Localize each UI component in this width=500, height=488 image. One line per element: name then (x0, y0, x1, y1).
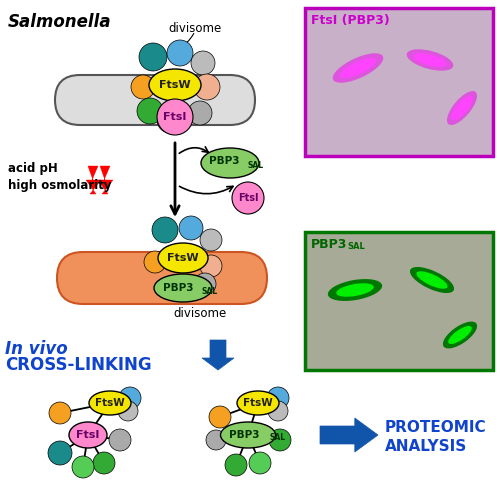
Text: PBP3: PBP3 (311, 238, 348, 251)
Circle shape (188, 101, 212, 125)
Text: SAL: SAL (247, 161, 263, 169)
Circle shape (93, 452, 115, 474)
Polygon shape (86, 166, 101, 194)
Text: FtsW: FtsW (159, 80, 191, 90)
Circle shape (49, 402, 71, 424)
Circle shape (72, 456, 94, 478)
Ellipse shape (237, 391, 279, 415)
Circle shape (267, 387, 289, 409)
Circle shape (109, 429, 131, 451)
Circle shape (179, 216, 203, 240)
Circle shape (249, 452, 271, 474)
Text: acid pH
high osmolarity: acid pH high osmolarity (8, 162, 112, 192)
Text: PBP3: PBP3 (229, 430, 259, 440)
Text: PBP3: PBP3 (163, 283, 193, 293)
Text: FtsI: FtsI (76, 430, 100, 440)
Circle shape (194, 273, 216, 295)
Ellipse shape (410, 267, 454, 293)
Bar (305, 232, 493, 370)
Text: FtsW: FtsW (243, 398, 273, 408)
Ellipse shape (414, 53, 446, 67)
Text: FtsI: FtsI (164, 112, 186, 122)
Circle shape (152, 217, 178, 243)
Polygon shape (202, 340, 234, 370)
Text: CROSS-LINKING: CROSS-LINKING (5, 356, 152, 374)
Ellipse shape (443, 322, 477, 348)
Circle shape (191, 51, 215, 75)
Circle shape (167, 40, 193, 66)
Circle shape (131, 75, 155, 99)
Circle shape (163, 276, 187, 300)
Circle shape (269, 429, 291, 451)
Ellipse shape (448, 326, 472, 344)
Text: PBP3: PBP3 (209, 156, 240, 166)
Circle shape (209, 406, 231, 428)
Ellipse shape (452, 96, 472, 120)
Circle shape (225, 454, 247, 476)
Ellipse shape (69, 422, 107, 448)
Circle shape (48, 441, 72, 465)
FancyBboxPatch shape (57, 252, 267, 304)
Text: FtsW: FtsW (95, 398, 125, 408)
Circle shape (137, 98, 163, 124)
Polygon shape (98, 166, 113, 194)
Circle shape (232, 182, 264, 214)
Text: FtsW: FtsW (167, 253, 199, 263)
Ellipse shape (89, 391, 131, 415)
Ellipse shape (332, 53, 384, 83)
Ellipse shape (158, 243, 208, 273)
Circle shape (157, 99, 193, 135)
Circle shape (139, 43, 167, 71)
Circle shape (119, 387, 141, 409)
Ellipse shape (416, 271, 448, 289)
Text: Salmonella: Salmonella (8, 13, 112, 31)
Circle shape (157, 107, 183, 133)
Circle shape (144, 251, 166, 273)
Ellipse shape (336, 283, 374, 297)
Text: SAL: SAL (269, 433, 285, 443)
Circle shape (200, 255, 222, 277)
Text: FtsI: FtsI (238, 193, 258, 203)
Circle shape (118, 401, 138, 421)
Ellipse shape (149, 69, 201, 101)
Text: divisome: divisome (168, 22, 222, 35)
Text: In vivo: In vivo (5, 340, 68, 358)
Circle shape (268, 401, 288, 421)
Text: SAL: SAL (347, 242, 365, 251)
FancyBboxPatch shape (55, 75, 255, 125)
Ellipse shape (328, 279, 382, 301)
Text: FtsI (PBP3): FtsI (PBP3) (311, 14, 390, 27)
Text: SAL: SAL (201, 286, 217, 296)
Circle shape (206, 430, 226, 450)
Ellipse shape (447, 91, 477, 125)
Ellipse shape (406, 49, 454, 71)
Bar (305, 8, 493, 156)
Ellipse shape (340, 58, 376, 78)
Text: divisome: divisome (174, 307, 227, 320)
Ellipse shape (154, 274, 212, 302)
Ellipse shape (201, 148, 259, 178)
Circle shape (194, 74, 220, 100)
Text: PROTEOMIC
ANALYSIS: PROTEOMIC ANALYSIS (385, 420, 486, 454)
Polygon shape (320, 418, 378, 452)
Circle shape (200, 229, 222, 251)
Ellipse shape (220, 422, 276, 448)
